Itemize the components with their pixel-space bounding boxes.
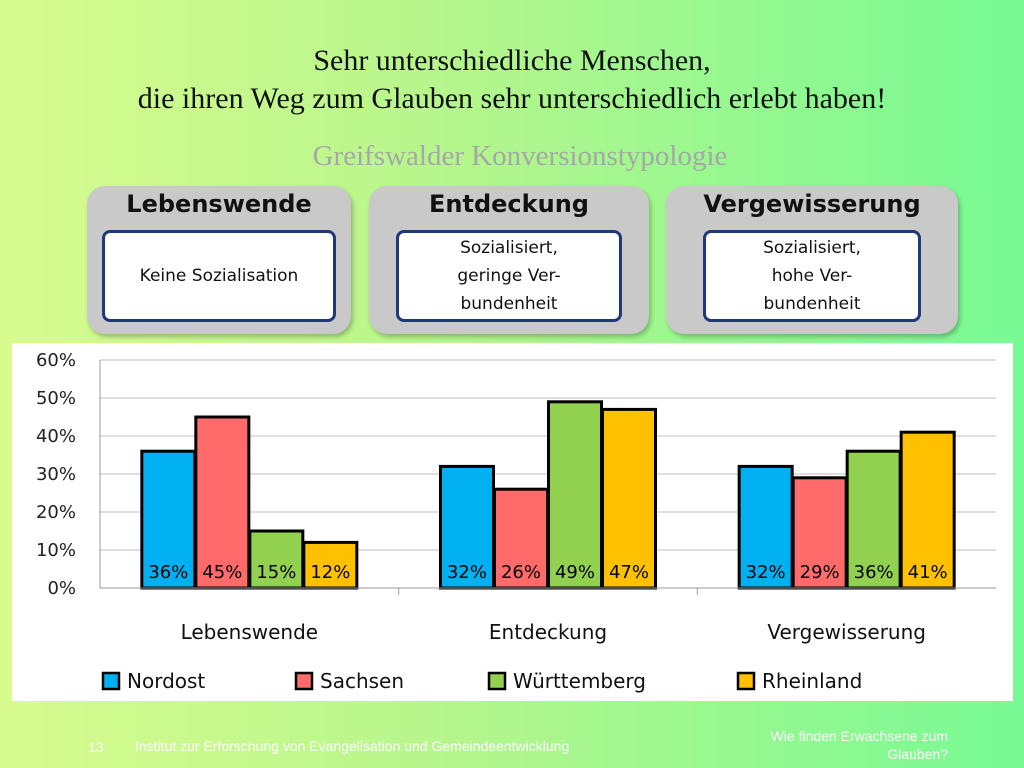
category-description: Keine Sozialisation xyxy=(102,230,336,322)
legend-label: Sachsen xyxy=(320,669,404,693)
legend-swatch xyxy=(101,671,121,691)
category-box-entdeckung: Entdeckung Sozialisiert, geringe Ver- bu… xyxy=(369,186,649,334)
data-label: 36% xyxy=(854,562,894,583)
data-label: 49% xyxy=(555,562,595,583)
page-number: 13 xyxy=(88,739,104,755)
data-label: 12% xyxy=(310,562,350,583)
data-label: 45% xyxy=(202,562,242,583)
legend-swatch xyxy=(487,671,507,691)
category-description: Sozialisiert, hohe Ver- bundenheit xyxy=(703,230,921,322)
bar-chart: 0% 10% 20% 30% 40% 50% 60% 36% 45% 15% 12% Lebenswe… xyxy=(36,350,996,693)
category-title: Vergewisserung xyxy=(703,190,921,218)
x-category-label: Lebenswende xyxy=(181,620,319,644)
x-category-label: Entdeckung xyxy=(489,620,607,644)
title-line-1: Sehr unterschiedliche Menschen, xyxy=(313,44,711,77)
title-line-2: die ihren Weg zum Glauben sehr unterschi… xyxy=(137,82,887,115)
category-description: Sozialisiert, geringe Ver- bundenheit xyxy=(396,230,622,322)
bar xyxy=(439,464,495,590)
chart-panel: 0% 10% 20% 30% 40% 50% 60% 36% 45% 15% 12% Lebenswe… xyxy=(12,343,1013,701)
bar xyxy=(194,415,251,590)
legend-swatch xyxy=(736,671,756,691)
category-title: Lebenswende xyxy=(126,190,312,218)
y-tick-label: 50% xyxy=(36,388,76,409)
data-label: 41% xyxy=(908,562,948,583)
data-label: 32% xyxy=(746,562,786,583)
bar xyxy=(302,540,359,590)
data-label: 36% xyxy=(148,562,188,583)
footer-institute: Institut zur Erforschung von Evangelisat… xyxy=(135,738,570,754)
y-tick-label: 30% xyxy=(36,464,76,485)
data-label: 32% xyxy=(447,562,487,583)
data-label: 15% xyxy=(256,562,296,583)
slide-title: Sehr unterschiedliche Menschen, die ihre… xyxy=(0,42,1024,118)
slide-subtitle: Greifswalder Konversionstypologie xyxy=(312,140,728,172)
category-box-vergewisserung: Vergewisserung Sozialisiert, hohe Ver- b… xyxy=(666,186,958,334)
data-label: 29% xyxy=(800,562,840,583)
bar xyxy=(601,407,657,590)
data-label: 47% xyxy=(609,562,649,583)
legend-label: Württemberg xyxy=(513,669,646,693)
y-tick-label: 40% xyxy=(36,426,76,447)
legend-label: Nordost xyxy=(127,669,205,693)
legend-label: Rheinland xyxy=(762,669,862,693)
legend-swatch xyxy=(294,671,314,691)
y-tick-label: 20% xyxy=(36,502,76,523)
bar xyxy=(791,476,848,590)
category-box-lebenswende: Lebenswende Keine Sozialisation xyxy=(87,186,351,334)
y-tick-label: 0% xyxy=(47,578,76,599)
y-tick-label: 10% xyxy=(36,540,76,561)
category-title: Entdeckung xyxy=(429,190,589,218)
bar xyxy=(845,449,902,590)
footer-right-text: Wie finden Erwachsene zum Glauben? xyxy=(770,728,948,762)
x-category-label: Vergewisserung xyxy=(767,620,926,644)
bar xyxy=(547,400,603,590)
bar xyxy=(493,487,549,590)
y-tick-label: 60% xyxy=(36,350,76,371)
data-label: 26% xyxy=(501,562,541,583)
